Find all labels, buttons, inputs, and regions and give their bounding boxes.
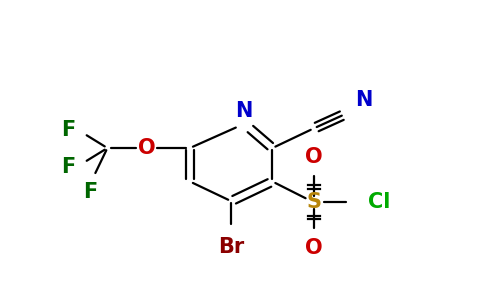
Text: Br: Br (218, 237, 244, 257)
Text: O: O (305, 238, 322, 258)
Text: Cl: Cl (368, 192, 391, 212)
Text: F: F (61, 157, 76, 176)
Text: S: S (306, 192, 321, 212)
Text: N: N (355, 90, 372, 110)
Text: O: O (305, 147, 322, 167)
Text: F: F (61, 120, 76, 140)
Text: O: O (138, 138, 155, 158)
Text: F: F (83, 182, 98, 202)
Text: N: N (236, 101, 253, 122)
